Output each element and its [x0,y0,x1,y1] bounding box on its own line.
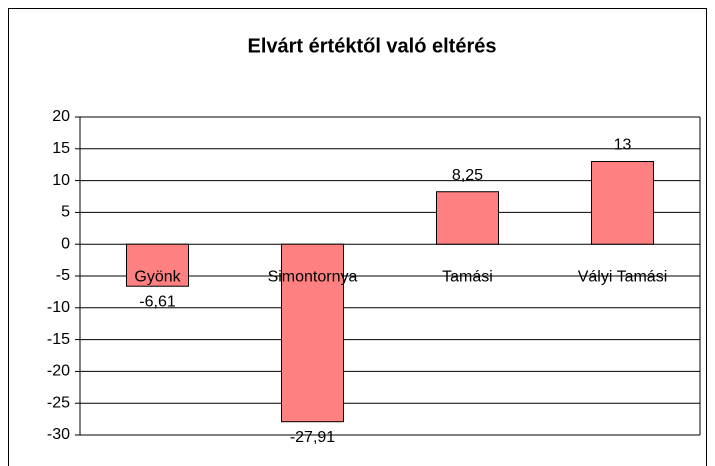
value-label: 13 [614,137,632,154]
value-label: 8,25 [452,167,483,184]
value-label: -27,91 [290,429,335,446]
y-tick-label: 0 [61,235,70,252]
chart-title: Elvárt értéktől való eltérés [247,35,496,57]
y-tick-label: -15 [47,331,70,348]
bar [591,161,654,245]
x-tick-label: Gyönk [134,268,181,285]
y-tick-label: 5 [61,204,70,221]
x-tick-label: Simontornya [268,268,358,285]
y-tick-label: -25 [47,394,70,411]
bar [126,243,189,287]
y-tick-label: 15 [52,140,70,157]
y-tick-label: 20 [52,108,70,125]
y-tick-label: -5 [56,267,70,284]
value-label: -6,61 [139,293,176,310]
x-tick-label: Vályi Tamási [578,268,668,285]
y-tick-label: 10 [52,172,70,189]
y-tick-label: -20 [47,363,70,380]
y-tick-label: -30 [47,426,70,443]
bar [436,191,499,245]
x-tick-label: Tamási [442,268,493,285]
bar [281,243,344,423]
y-tick-label: -10 [47,299,70,316]
chart-border [8,8,707,466]
